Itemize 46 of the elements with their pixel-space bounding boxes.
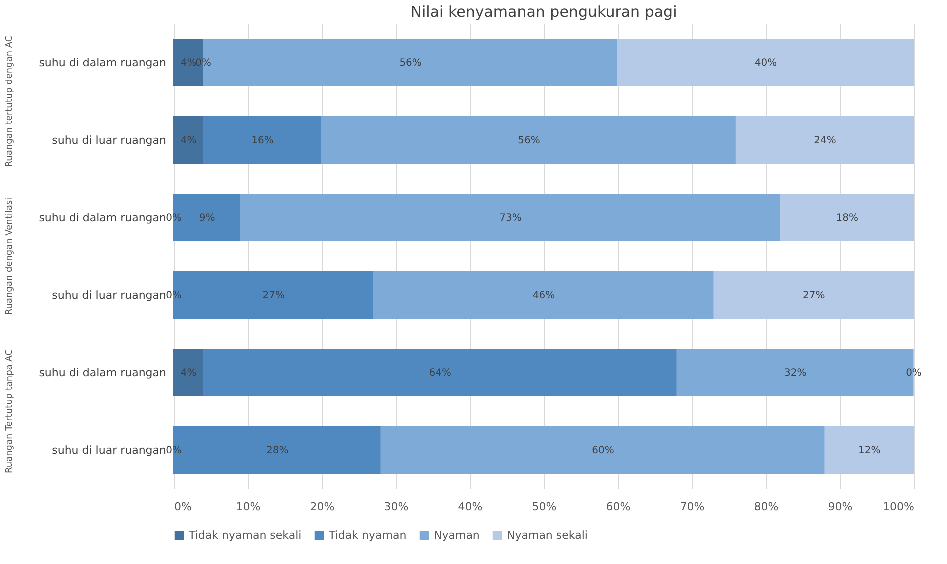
data-label: 32% — [784, 368, 807, 379]
data-label: 24% — [814, 135, 836, 146]
x-tick-label: 90% — [828, 500, 853, 514]
data-label: 56% — [518, 135, 540, 146]
y-tick-label: suhu di luar ruangan — [52, 444, 167, 457]
data-label: 9% — [199, 212, 216, 224]
data-label: 27% — [802, 290, 826, 302]
y-tick-label: suhu di dalam ruangan — [39, 211, 167, 224]
data-label: 46% — [532, 290, 556, 302]
data-label: 4% — [180, 135, 197, 146]
chart-title: Nilai kenyamanan pengukuran pagi — [410, 3, 678, 21]
data-label: 56% — [400, 58, 422, 69]
y-tick-label: suhu di dalam ruangan — [39, 366, 167, 380]
data-label: 0% — [906, 368, 922, 379]
text: Ruangan tertutup dengan AC — [5, 36, 15, 168]
data-label: 60% — [592, 445, 614, 456]
text: Ruangan Tertutup tanpa AC — [5, 350, 15, 474]
x-tick-label: 20% — [310, 500, 335, 514]
y-tick-label: suhu di dalam ruangan — [39, 56, 167, 70]
data-label: 64% — [429, 368, 452, 379]
data-label: 16% — [252, 135, 274, 146]
x-tick-label: 0% — [174, 500, 192, 514]
text: Ruangan dengan Ventilasi — [5, 198, 15, 316]
x-tick-label: 30% — [384, 500, 409, 514]
x-tick-label: 100% — [883, 500, 914, 514]
y-tick-label: suhu di luar ruangan — [52, 134, 167, 147]
data-label: 4% — [180, 368, 197, 379]
data-label: 40% — [754, 58, 778, 69]
x-tick-label: 70% — [680, 500, 705, 514]
x-tick-label: 50% — [532, 500, 557, 514]
data-label: 0% — [196, 58, 212, 69]
data-label: 28% — [266, 445, 289, 456]
y-tick-label: suhu di luar ruangan — [52, 288, 167, 302]
x-tick-label: 80% — [754, 500, 779, 514]
legend-label: Tidak nyaman sekali — [188, 528, 302, 542]
data-label: 18% — [836, 212, 859, 224]
x-tick-label: 40% — [458, 500, 483, 514]
data-label: 73% — [500, 212, 522, 224]
legend-label: Nyaman — [434, 528, 480, 542]
x-tick-label: 60% — [606, 500, 631, 514]
data-label: 12% — [858, 445, 881, 456]
legend-label: Nyaman sekali — [507, 528, 588, 542]
data-label: 4% — [180, 58, 197, 69]
x-tick-label: 10% — [236, 500, 261, 514]
data-label: 27% — [262, 290, 286, 302]
legend-label: Tidak nyaman — [328, 528, 407, 542]
